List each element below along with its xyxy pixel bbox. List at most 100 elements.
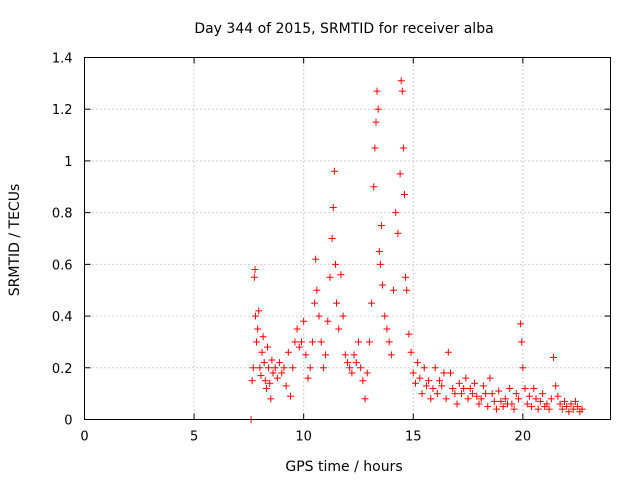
data-point: [328, 235, 336, 242]
chart-title: Day 344 of 2015, SRMTID for receiver alb…: [194, 21, 493, 37]
data-point: [563, 403, 571, 411]
data-point: [440, 369, 448, 377]
data-point: [506, 384, 514, 392]
data-point: [550, 353, 558, 361]
data-point: [271, 364, 279, 372]
data-point: [256, 364, 264, 372]
data-point: [530, 384, 538, 392]
data-point: [304, 374, 312, 382]
data-point: [284, 348, 292, 356]
data-point: [519, 364, 527, 372]
data-point: [460, 384, 468, 392]
data-point: [265, 364, 273, 372]
data-point: [300, 317, 308, 325]
data-point: [250, 273, 258, 281]
data-point: [377, 222, 385, 230]
data-point: [436, 377, 444, 385]
data-point: [385, 338, 393, 346]
data-point: [254, 325, 262, 333]
axis-ticks: 0 5 10 15 20 0 0.2 0.4 0.6 0.8 1 1.2 1.4: [52, 52, 611, 445]
data-point: [523, 400, 531, 408]
data-point: [297, 338, 305, 346]
y-tick-label: 1: [64, 155, 72, 170]
data-point: [409, 369, 417, 377]
data-point: [411, 379, 419, 387]
data-point: [329, 203, 337, 211]
data-point: [248, 377, 256, 385]
data-point: [396, 170, 404, 178]
data-point: [512, 390, 520, 398]
data-point: [350, 351, 358, 359]
data-point: [501, 395, 509, 403]
data-point: [278, 369, 286, 377]
data-point: [291, 338, 299, 346]
data-point: [477, 395, 485, 403]
data-point: [268, 356, 276, 364]
data-point: [259, 333, 267, 341]
data-point: [261, 377, 269, 385]
data-point: [344, 359, 351, 367]
data-point: [253, 338, 261, 346]
data-point: [257, 372, 265, 380]
data-point: [493, 405, 501, 413]
data-point: [322, 351, 330, 359]
data-point: [569, 405, 577, 413]
y-tick-label: 1.4: [52, 52, 73, 67]
data-point: [359, 377, 367, 385]
data-point: [331, 260, 339, 268]
data-point: [306, 364, 314, 372]
data-point: [376, 260, 384, 268]
data-point: [510, 405, 518, 413]
grid-lines: [84, 57, 611, 420]
data-point: [425, 377, 433, 385]
y-axis-label: SRMTID / TECUs: [7, 184, 23, 297]
data-point: [451, 390, 459, 398]
data-point: [260, 359, 268, 367]
data-point: [497, 397, 505, 405]
data-point: [326, 273, 334, 281]
data-point: [282, 382, 290, 390]
data-point: [482, 390, 490, 398]
data-point: [552, 382, 560, 390]
data-point: [387, 351, 395, 359]
data-point: [449, 384, 457, 392]
data-point: [517, 320, 525, 328]
data-point: [375, 247, 383, 255]
data-point: [514, 395, 522, 403]
x-axis-label: GPS time / hours: [285, 459, 402, 475]
data-point: [495, 387, 503, 395]
data-point: [258, 348, 266, 356]
data-point: [370, 183, 378, 191]
data-point: [518, 338, 526, 346]
data-point: [373, 87, 381, 95]
data-point: [486, 374, 494, 382]
data-point: [400, 191, 408, 199]
y-tick-label: 0: [64, 414, 72, 429]
data-point: [431, 364, 439, 372]
data-point: [311, 299, 319, 307]
data-point: [251, 312, 259, 320]
data-point: [407, 348, 415, 356]
data-point: [390, 286, 398, 294]
data-point: [447, 369, 455, 377]
data-point: [335, 325, 343, 333]
data-point: [578, 405, 586, 413]
data-point: [371, 144, 379, 152]
data-point: [289, 364, 297, 372]
y-tick-label: 0.8: [52, 207, 73, 222]
data-point: [457, 390, 465, 398]
data-point: [438, 382, 446, 390]
data-point: [273, 374, 281, 382]
data-point: [479, 382, 487, 390]
data-point: [475, 400, 483, 408]
data-point: [547, 395, 555, 403]
data-point: [365, 338, 373, 346]
x-tick-label: 0: [80, 430, 88, 445]
data-point: [266, 379, 274, 387]
data-point: [262, 384, 270, 392]
data-point: [471, 379, 479, 387]
data-point: [255, 307, 263, 315]
data-point: [539, 390, 547, 398]
data-point: [330, 167, 338, 175]
